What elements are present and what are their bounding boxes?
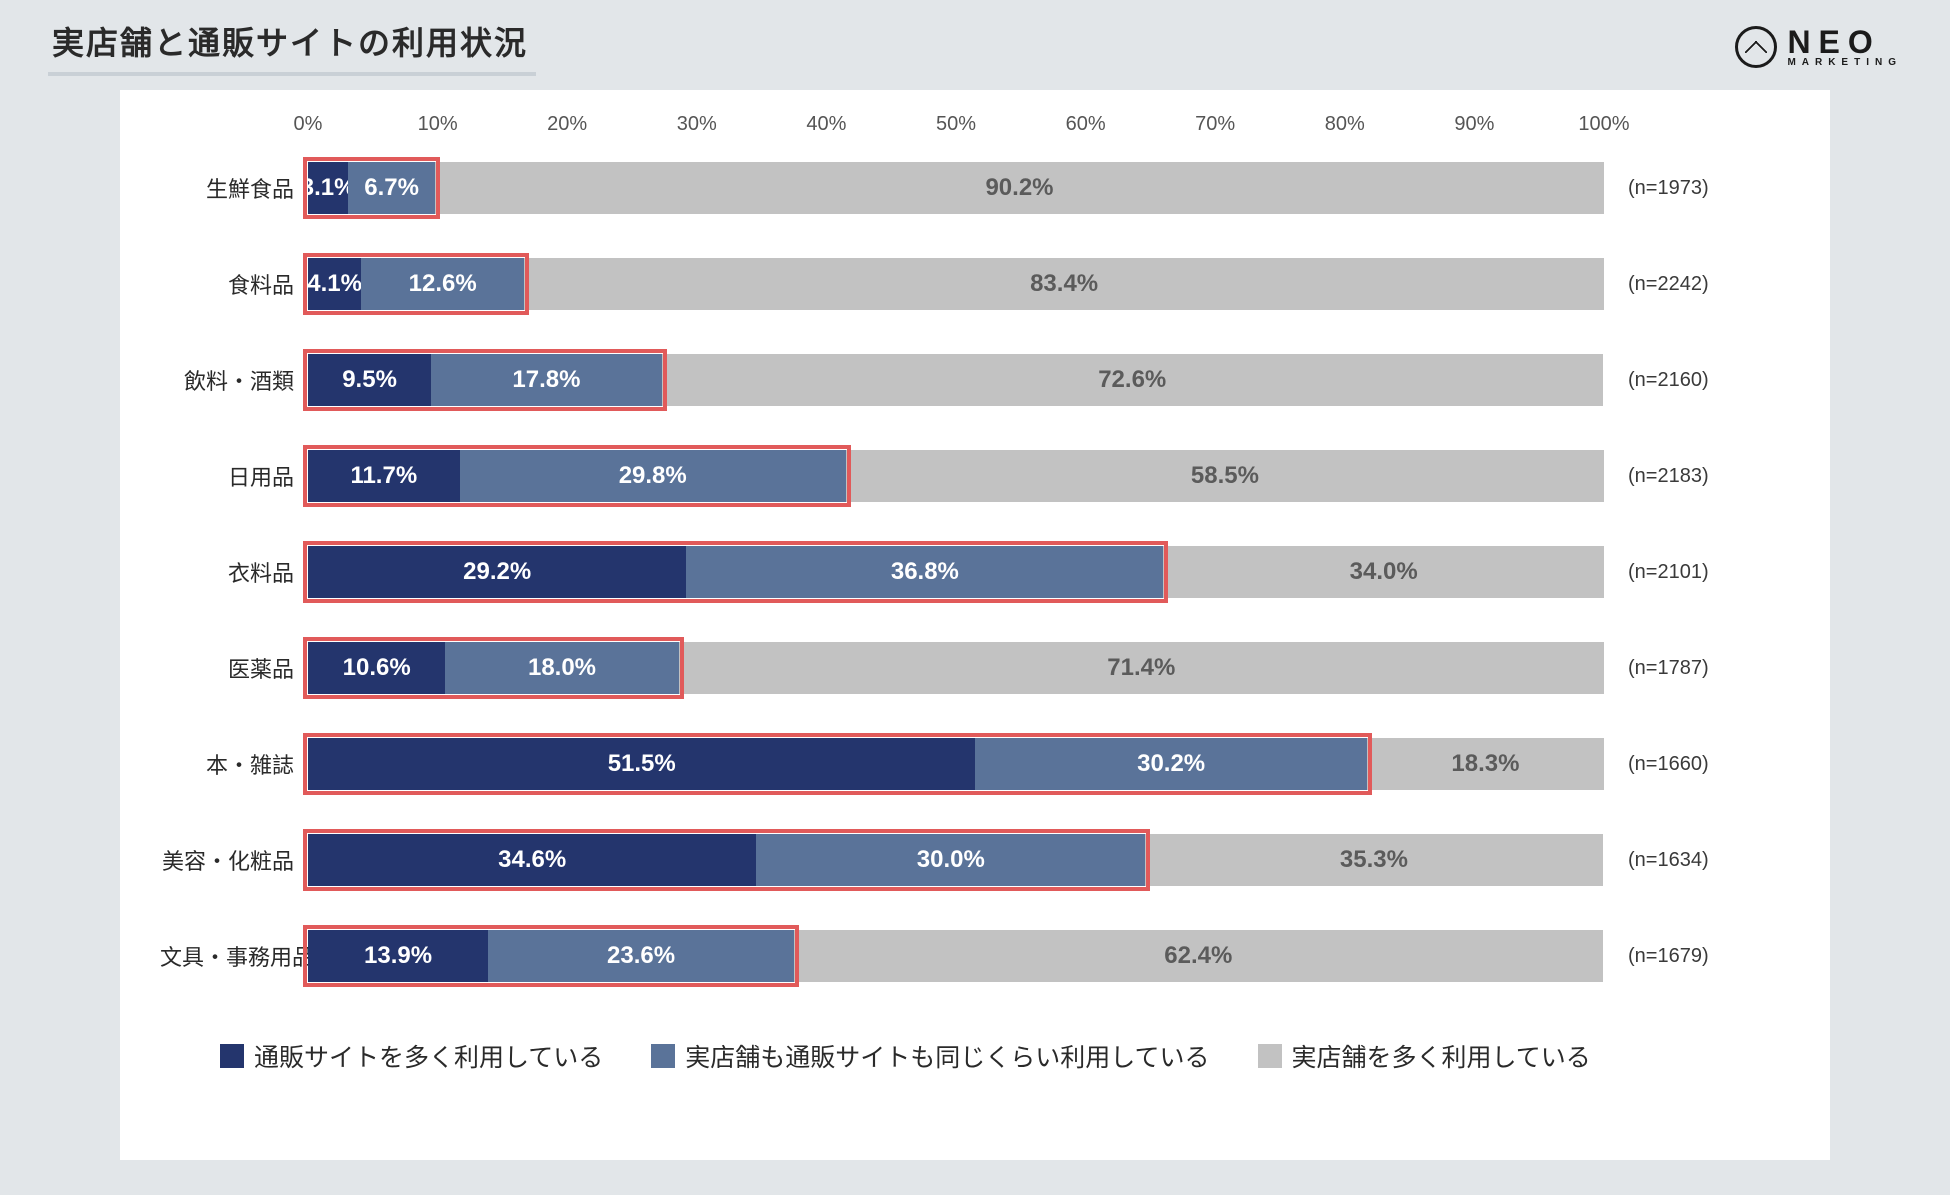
bar-segment-same: 36.8% [686,546,1163,598]
legend-item: 実店舗も通販サイトも同じくらい利用している [651,1038,1209,1074]
legend-item: 実店舗を多く利用している [1258,1038,1591,1074]
bar-segment-online_more: 13.9% [308,930,488,982]
bar-segment-same: 12.6% [361,258,524,310]
legend-label: 実店舗も通販サイトも同じくらい利用している [685,1038,1209,1074]
legend-item: 通販サイトを多く利用している [220,1038,603,1074]
category-label: 本・雑誌 [160,748,308,780]
logo-main: NEO [1787,26,1902,58]
category-label: 文具・事務用品 [160,940,308,972]
n-label: (n=1634) [1604,849,1774,872]
category-label: 美容・化粧品 [160,844,308,876]
legend: 通販サイトを多く利用している 実店舗も通販サイトも同じくらい利用している 実店舗を多… [160,1038,1790,1074]
n-label: (n=2101) [1604,561,1774,584]
x-axis: 0%10%20%30%40%50%60%70%80%90%100% [308,108,1604,136]
bar-row: 生鮮食品3.1%6.7%90.2%(n=1973) [160,140,1790,236]
bar-segment-same: 23.6% [488,930,794,982]
bar-track: 9.5%17.8%72.6% [308,354,1604,406]
bar-row: 本・雑誌51.5%30.2%18.3%(n=1660) [160,716,1790,812]
bar-segment-same: 18.0% [445,642,678,694]
bar-segment-store_more: 58.5% [846,450,1604,502]
bar-segment-online_more: 29.2% [308,546,686,598]
bar-segment-same: 6.7% [348,162,435,214]
bar-segment-same: 30.2% [975,738,1366,790]
n-label: (n=2183) [1604,465,1774,488]
bar-track: 13.9%23.6%62.4% [308,930,1604,982]
bar-row: 日用品11.7%29.8%58.5%(n=2183) [160,428,1790,524]
bar-segment-store_more: 83.4% [524,258,1604,310]
bar-segment-store_more: 34.0% [1163,546,1604,598]
bar-segment-same: 29.8% [460,450,846,502]
category-label: 衣料品 [160,556,308,588]
bar-track: 29.2%36.8%34.0% [308,546,1604,598]
category-label: 飲料・酒類 [160,364,308,396]
n-label: (n=1787) [1604,657,1774,680]
bar-segment-store_more: 72.6% [662,354,1603,406]
n-label: (n=1660) [1604,753,1774,776]
bar-track: 10.6%18.0%71.4% [308,642,1604,694]
x-axis-tick: 70% [1195,113,1235,136]
bar-row: 食料品4.1%12.6%83.4%(n=2242) [160,236,1790,332]
x-axis-tick: 100% [1578,113,1629,136]
legend-label: 通販サイトを多く利用している [254,1038,603,1074]
page-title: 実店舗と通販サイトの利用状況 [52,18,528,64]
x-axis-tick: 60% [1066,113,1106,136]
category-label: 医薬品 [160,652,308,684]
bar-row: 飲料・酒類9.5%17.8%72.6%(n=2160) [160,332,1790,428]
category-label: 生鮮食品 [160,172,308,204]
bar-row: 文具・事務用品13.9%23.6%62.4%(n=1679) [160,908,1790,1004]
header: 実店舗と通販サイトの利用状況 NEO MARKETING [48,18,1902,76]
brand-logo: NEO MARKETING [1735,26,1902,68]
legend-swatch [651,1044,675,1068]
bar-segment-same: 17.8% [431,354,662,406]
bar-segment-same: 30.0% [756,834,1145,886]
n-label: (n=1973) [1604,177,1774,200]
n-label: (n=2160) [1604,369,1774,392]
bar-track: 34.6%30.0%35.3% [308,834,1604,886]
bar-segment-store_more: 35.3% [1145,834,1602,886]
logo-text: NEO MARKETING [1787,26,1902,68]
n-label: (n=1679) [1604,945,1774,968]
bar-segment-store_more: 62.4% [794,930,1603,982]
x-axis-tick: 50% [936,113,976,136]
bar-row: 衣料品29.2%36.8%34.0%(n=2101) [160,524,1790,620]
bar-segment-online_more: 9.5% [308,354,431,406]
legend-label: 実店舗を多く利用している [1292,1038,1591,1074]
category-label: 食料品 [160,268,308,300]
n-label: (n=2242) [1604,273,1774,296]
title-underline: 実店舗と通販サイトの利用状況 [48,18,536,76]
x-axis-tick: 20% [547,113,587,136]
bar-segment-store_more: 18.3% [1367,738,1604,790]
bar-segment-online_more: 10.6% [308,642,445,694]
x-axis-tick: 90% [1454,113,1494,136]
bar-row: 医薬品10.6%18.0%71.4%(n=1787) [160,620,1790,716]
chart-container: 0% 10% 20% 30% 40% 50% 60% 70% 80% 90% 100% 生鮮食品3.… [120,90,1830,1160]
bar-segment-online_more: 4.1% [308,258,361,310]
bar-track: 11.7%29.8%58.5% [308,450,1604,502]
x-axis-tick: 80% [1325,113,1365,136]
bar-row: 美容・化粧品34.6%30.0%35.3%(n=1634) [160,812,1790,908]
x-axis-tick: 10% [418,113,458,136]
bar-track: 51.5%30.2%18.3% [308,738,1604,790]
legend-swatch [220,1044,244,1068]
bar-segment-store_more: 71.4% [679,642,1604,694]
logo-sub: MARKETING [1787,58,1902,68]
neo-logo-icon [1735,26,1777,68]
bar-track: 3.1%6.7%90.2% [308,162,1604,214]
bar-segment-store_more: 90.2% [435,162,1604,214]
legend-swatch [1258,1044,1282,1068]
bars-area: 生鮮食品3.1%6.7%90.2%(n=1973)食料品4.1%12.6%83.… [160,140,1790,1004]
bar-segment-online_more: 34.6% [308,834,756,886]
bar-segment-online_more: 11.7% [308,450,460,502]
bar-segment-online_more: 51.5% [308,738,975,790]
x-axis-tick: 40% [806,113,846,136]
x-axis-tick: 30% [677,113,717,136]
x-axis-tick: 0% [294,113,323,136]
bar-track: 4.1%12.6%83.4% [308,258,1604,310]
bar-segment-online_more: 3.1% [308,162,348,214]
category-label: 日用品 [160,460,308,492]
